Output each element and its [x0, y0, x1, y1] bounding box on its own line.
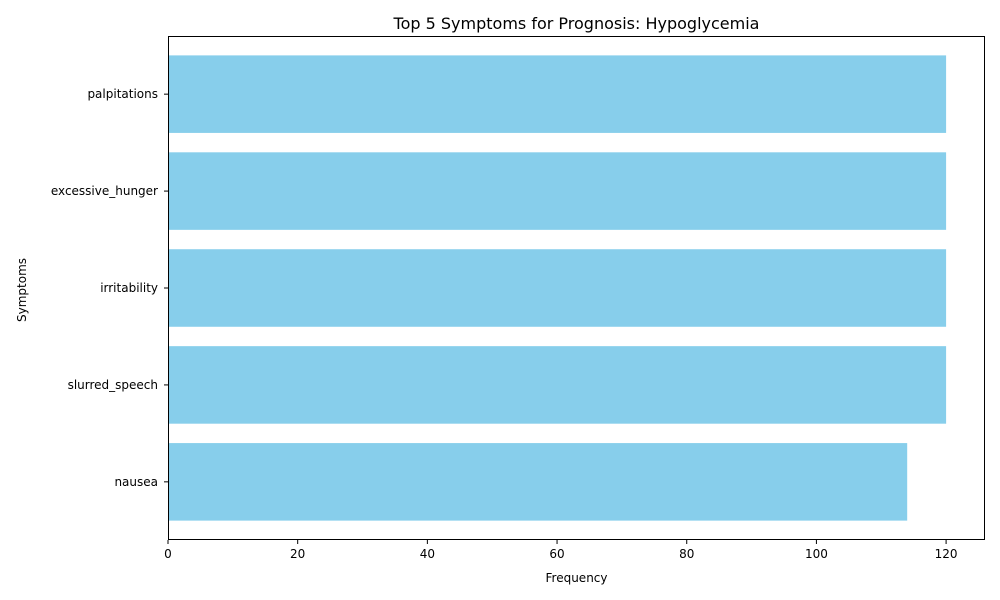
- y-axis-label: Symptoms: [15, 258, 29, 322]
- x-tick-label: 60: [549, 547, 564, 561]
- bar-palpitations: [168, 55, 947, 133]
- y-tick-label: irritability: [100, 281, 158, 295]
- x-ticks: 0 20 40 60 80 100 120: [164, 540, 958, 561]
- x-axis-label: Frequency: [546, 571, 608, 585]
- y-ticks: palpitations excessive_hunger irritability…: [51, 87, 168, 489]
- y-tick-label: nausea: [114, 475, 158, 489]
- bar-irritability: [168, 249, 947, 327]
- x-tick-label: 100: [805, 547, 828, 561]
- bars-layer: [168, 55, 947, 521]
- x-tick-label: 80: [679, 547, 694, 561]
- y-tick-label: excessive_hunger: [51, 184, 158, 198]
- x-tick-label: 120: [935, 547, 958, 561]
- bar-excessive-hunger: [168, 152, 947, 230]
- x-tick-label: 40: [420, 547, 435, 561]
- y-tick-label: slurred_speech: [68, 378, 158, 392]
- x-tick-label: 0: [164, 547, 172, 561]
- plot-frame: [168, 36, 985, 540]
- chart-title: Top 5 Symptoms for Prognosis: Hypoglycem…: [393, 14, 760, 33]
- x-tick-label: 20: [290, 547, 305, 561]
- y-tick-label: palpitations: [87, 87, 158, 101]
- bar-nausea: [168, 443, 908, 521]
- bar-slurred-speech: [168, 346, 947, 424]
